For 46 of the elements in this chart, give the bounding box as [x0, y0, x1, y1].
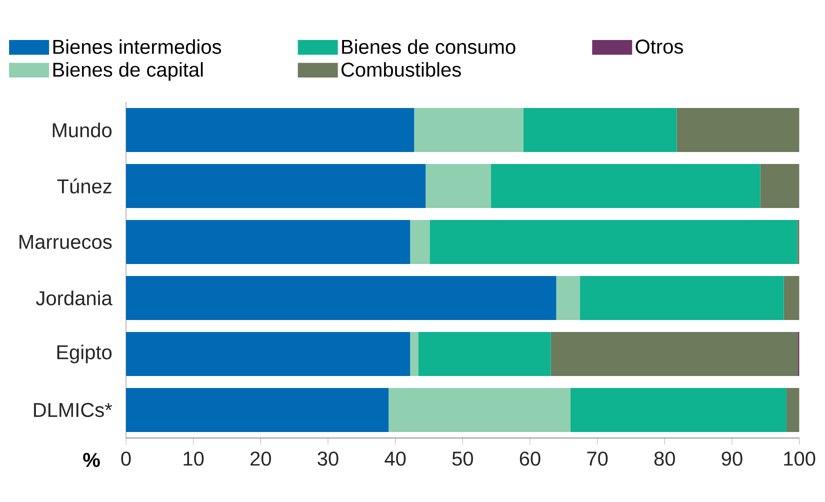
bar — [556, 276, 580, 320]
legend-label: Bienes de consumo — [342, 39, 516, 54]
bar — [126, 332, 410, 376]
bar — [126, 164, 426, 208]
x-axis-title: % — [83, 452, 100, 467]
bar — [410, 332, 418, 376]
bar — [490, 164, 760, 208]
x-tick-label: 60 — [520, 452, 540, 466]
x-tick-label: 30 — [318, 452, 338, 466]
bar — [388, 388, 570, 432]
y-tick-label: DLMICs* — [34, 402, 112, 418]
bar — [126, 108, 414, 152]
x-tick-label: 90 — [722, 452, 742, 466]
y-tick-label: Jordania — [36, 290, 112, 306]
bar — [414, 108, 524, 152]
bar — [126, 276, 556, 320]
legend-label: Otros — [636, 40, 683, 54]
y-tick-label: Egipto — [57, 344, 112, 364]
bar — [676, 108, 800, 152]
y-tick-label: Marruecos — [20, 235, 112, 249]
bar — [410, 220, 430, 264]
legend-label: Bienes intermedios — [53, 39, 222, 54]
bar — [126, 220, 410, 264]
bar — [523, 108, 677, 152]
legend-label: Combustibles — [342, 62, 461, 77]
bar — [550, 332, 798, 376]
x-tick-label: 40 — [384, 452, 406, 466]
y-tick-label: Mundo — [52, 122, 112, 138]
bar — [760, 164, 800, 208]
bar — [784, 276, 800, 320]
x-tick-label: 20 — [250, 452, 271, 466]
bar — [570, 388, 787, 432]
legend-label: Bienes de capital — [53, 62, 203, 81]
bar — [430, 220, 798, 264]
bar — [418, 332, 551, 376]
bar — [426, 164, 491, 208]
x-tick-label: 70 — [587, 452, 608, 466]
bar — [580, 276, 784, 320]
x-tick-label: 50 — [452, 452, 473, 466]
bar — [126, 388, 389, 432]
x-tick-label: 100 — [784, 452, 816, 466]
x-tick-label: 0 — [121, 452, 131, 466]
x-tick-label: 10 — [184, 452, 204, 466]
x-tick-label: 80 — [654, 452, 675, 466]
y-tick-label: Túnez — [57, 178, 112, 194]
bar — [786, 388, 800, 432]
